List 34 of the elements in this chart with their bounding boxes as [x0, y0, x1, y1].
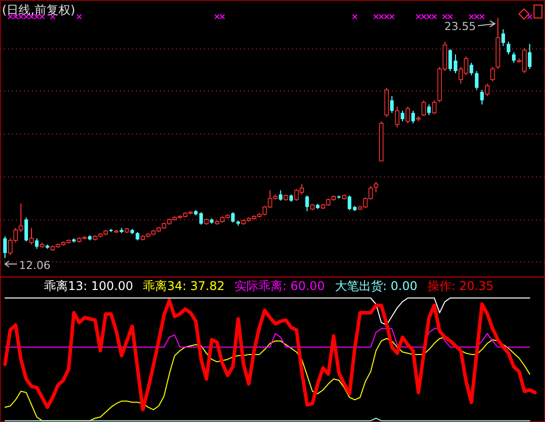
candlestick — [400, 110, 404, 122]
candlestick — [278, 190, 282, 202]
text: 乖离34: 37.82 — [143, 279, 225, 293]
series-label: 操作: 20.35 — [427, 279, 494, 293]
candlestick — [470, 62, 474, 76]
candlestick — [490, 66, 495, 82]
candlestick — [512, 52, 516, 64]
candlestick — [231, 212, 235, 224]
candlestick — [506, 41, 510, 55]
annotation: 23.55 — [444, 20, 476, 33]
candlestick — [390, 96, 394, 114]
candlestick — [406, 106, 410, 124]
candlestick — [395, 106, 400, 128]
annotation: 12.06 — [19, 258, 50, 272]
candlestick — [199, 212, 203, 226]
candlestick — [474, 70, 478, 90]
candlestick — [480, 89, 484, 106]
series-label: 乖离13: 100.00 — [44, 279, 134, 293]
text: 大笔出货: 0.00 — [334, 279, 418, 293]
text: 实际乖离: 60.00 — [234, 279, 325, 293]
candlestick — [24, 216, 28, 242]
candlestick — [3, 236, 7, 258]
candlestick — [411, 110, 415, 124]
candlestick — [29, 227, 34, 246]
chart-title: (日线,前复权) — [2, 3, 76, 17]
candlestick — [305, 194, 309, 212]
candlestick — [35, 238, 39, 250]
candlestick — [501, 28, 505, 46]
candlestick — [427, 104, 431, 116]
candlestick — [528, 43, 532, 70]
candlestick — [432, 100, 436, 114]
candlestick — [374, 181, 378, 193]
candlestick — [485, 83, 490, 97]
candlestick — [422, 100, 426, 117]
